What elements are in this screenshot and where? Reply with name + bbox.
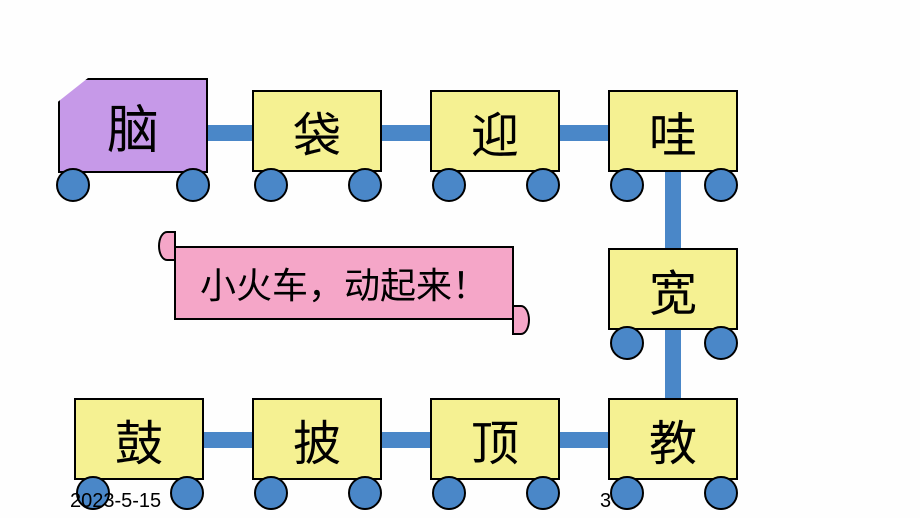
footer-date: 2023-5-15 — [70, 490, 161, 513]
car-label: 披 — [293, 404, 341, 474]
connector-5 — [665, 330, 681, 398]
wheel — [348, 168, 382, 202]
wheel — [348, 476, 382, 510]
wheel — [254, 168, 288, 202]
connector-8 — [204, 432, 252, 448]
train-car-4: 宽 — [608, 248, 738, 330]
wheel — [526, 476, 560, 510]
car-label: 顶 — [471, 404, 519, 474]
connector-6 — [560, 432, 608, 448]
train-car-6: 顶 — [430, 398, 560, 480]
connector-1 — [208, 125, 252, 141]
wheel — [432, 476, 466, 510]
train-engine: 脑 — [58, 78, 208, 173]
car-label: 迎 — [471, 96, 519, 166]
wheel — [610, 326, 644, 360]
train-car-5: 教 — [608, 398, 738, 480]
train-car-2: 迎 — [430, 90, 560, 172]
banner-scroll: 小火车，动起来！ — [174, 246, 514, 320]
car-label: 宽 — [649, 254, 697, 324]
train-car-7: 披 — [252, 398, 382, 480]
wheel — [704, 168, 738, 202]
connector-4 — [665, 172, 681, 248]
wheel — [176, 168, 210, 202]
wheel — [610, 168, 644, 202]
train-car-3: 哇 — [608, 90, 738, 172]
wheel — [254, 476, 288, 510]
wheel — [56, 168, 90, 202]
engine-label: 脑 — [107, 88, 159, 163]
wheel — [704, 326, 738, 360]
footer-page-number: 3 — [600, 490, 611, 513]
train-car-1: 袋 — [252, 90, 382, 172]
wheel — [526, 168, 560, 202]
car-label: 哇 — [649, 96, 697, 166]
wheel — [432, 168, 466, 202]
connector-3 — [560, 125, 608, 141]
car-label: 教 — [649, 404, 697, 474]
car-label: 鼓 — [115, 404, 163, 474]
connector-7 — [382, 432, 430, 448]
wheel — [704, 476, 738, 510]
banner-text: 小火车，动起来！ — [200, 257, 488, 309]
train-car-8: 鼓 — [74, 398, 204, 480]
scroll-curl-right-icon — [512, 305, 530, 335]
wheel — [610, 476, 644, 510]
diagram-stage: 脑 袋 迎 哇 宽 教 顶 披 鼓 小火车，动起来！ — [0, 0, 920, 518]
car-label: 袋 — [293, 96, 341, 166]
wheel — [170, 476, 204, 510]
connector-2 — [382, 125, 430, 141]
